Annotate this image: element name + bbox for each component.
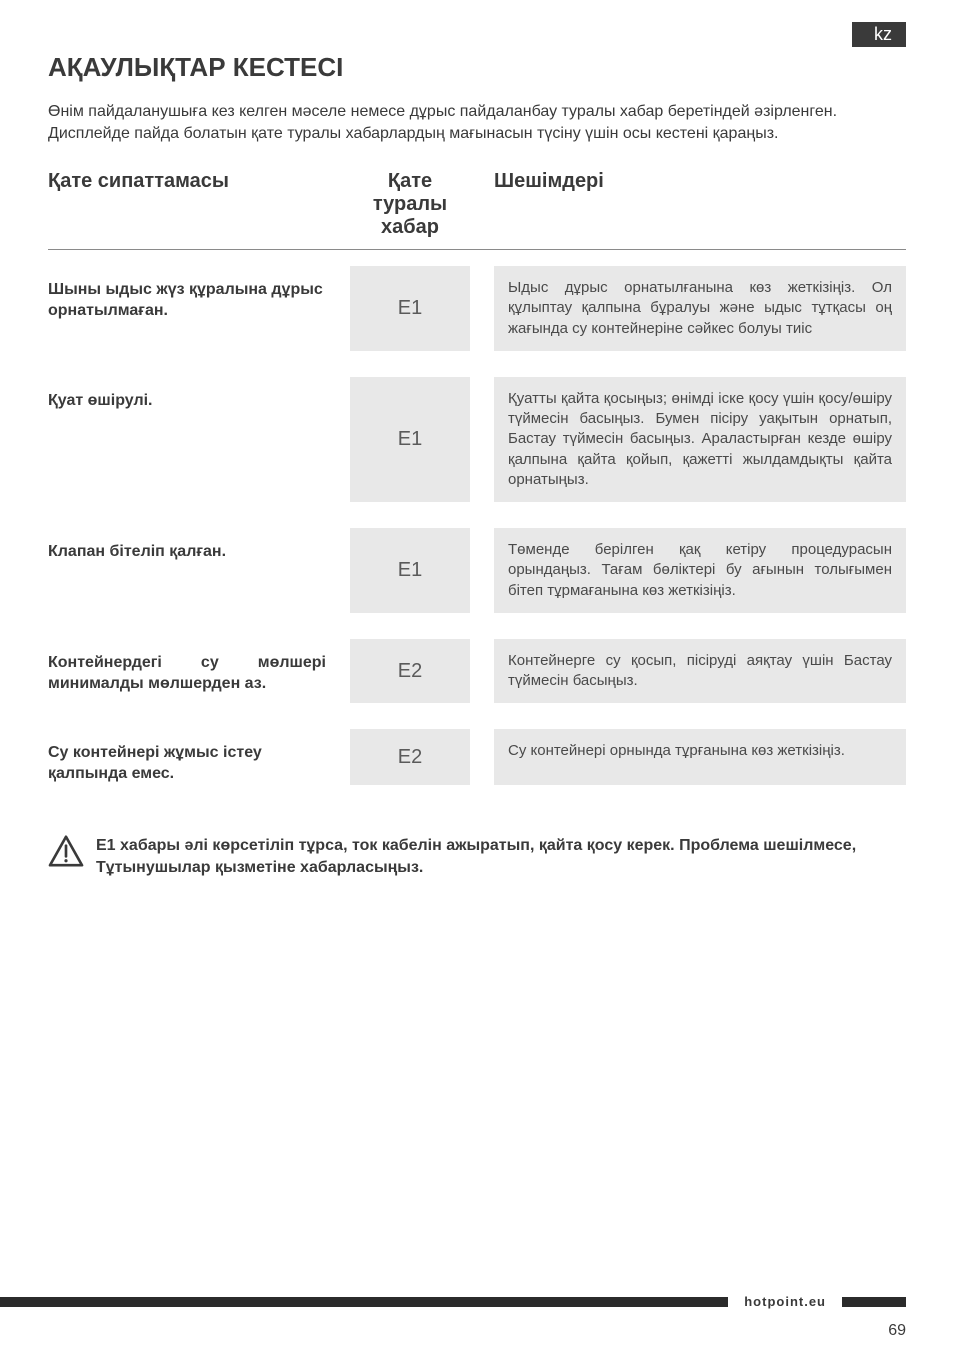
footer-brand: hotpoint.eu: [738, 1294, 832, 1311]
cell-solution: Контейнерге су қосып, пісіруді аяқтау үш…: [494, 639, 906, 704]
cell-solution: Қуатты қайта қосыңыз; өнімді іске қосу ү…: [494, 377, 906, 502]
table-row: Шыны ыдыс жүз құралына дұрыс орнатылмаға…: [48, 266, 906, 351]
cell-description: Шыны ыдыс жүз құралына дұрыс орнатылмаға…: [48, 266, 326, 351]
warning-icon: [48, 835, 84, 867]
cell-solution: Су контейнері орнында тұрғанына көз жетк…: [494, 729, 906, 785]
page-number: 69: [888, 1322, 906, 1340]
table-row: Контейнердегі су мөлшері минималды мөлше…: [48, 639, 906, 704]
footer-rule-right: [842, 1297, 906, 1307]
col-header-solution: Шешімдері: [494, 170, 906, 193]
cell-description: Су контейнері жұмыс істеу қалпында емес.: [48, 729, 326, 785]
cell-solution: Төменде берілген қақ кетіру процедурасын…: [494, 528, 906, 613]
cell-description: Контейнердегі су мөлшері минималды мөлше…: [48, 639, 326, 704]
col-header-description: Қате сипаттамасы: [48, 170, 326, 193]
footer-bar: hotpoint.eu: [0, 1296, 954, 1308]
cell-code: E1: [350, 528, 470, 613]
col-header-code: Қате туралы хабар: [350, 170, 470, 239]
table-row: Клапан бітеліп қалған. E1 Төменде берілг…: [48, 528, 906, 613]
warning-block: E1 хабары әлі көрсетіліп тұрса, ток кабе…: [48, 835, 906, 878]
cell-solution: Ыдыс дұрыс орнатылғанына көз жеткізіңіз.…: [494, 266, 906, 351]
cell-code: E1: [350, 266, 470, 351]
warning-text: E1 хабары әлі көрсетіліп тұрса, ток кабе…: [96, 835, 906, 878]
page-title: АҚАУЛЫҚТАР КЕСТЕСІ: [48, 52, 906, 83]
table-header-row: Қате сипаттамасы Қате туралы хабар Шешім…: [48, 170, 906, 250]
cell-description: Қуат өшірулі.: [48, 377, 326, 502]
language-badge: kz: [852, 22, 906, 47]
cell-description: Клапан бітеліп қалған.: [48, 528, 326, 613]
footer-rule-left: [0, 1297, 728, 1307]
cell-code: E2: [350, 729, 470, 785]
table-row: Су контейнері жұмыс істеу қалпында емес.…: [48, 729, 906, 785]
intro-paragraph: Өнім пайдаланушыға кез келген мәселе нем…: [48, 101, 906, 144]
table-row: Қуат өшірулі. E1 Қуатты қайта қосыңыз; ө…: [48, 377, 906, 502]
cell-code: E2: [350, 639, 470, 704]
cell-code: E1: [350, 377, 470, 502]
faults-table: Қате сипаттамасы Қате туралы хабар Шешім…: [48, 170, 906, 785]
